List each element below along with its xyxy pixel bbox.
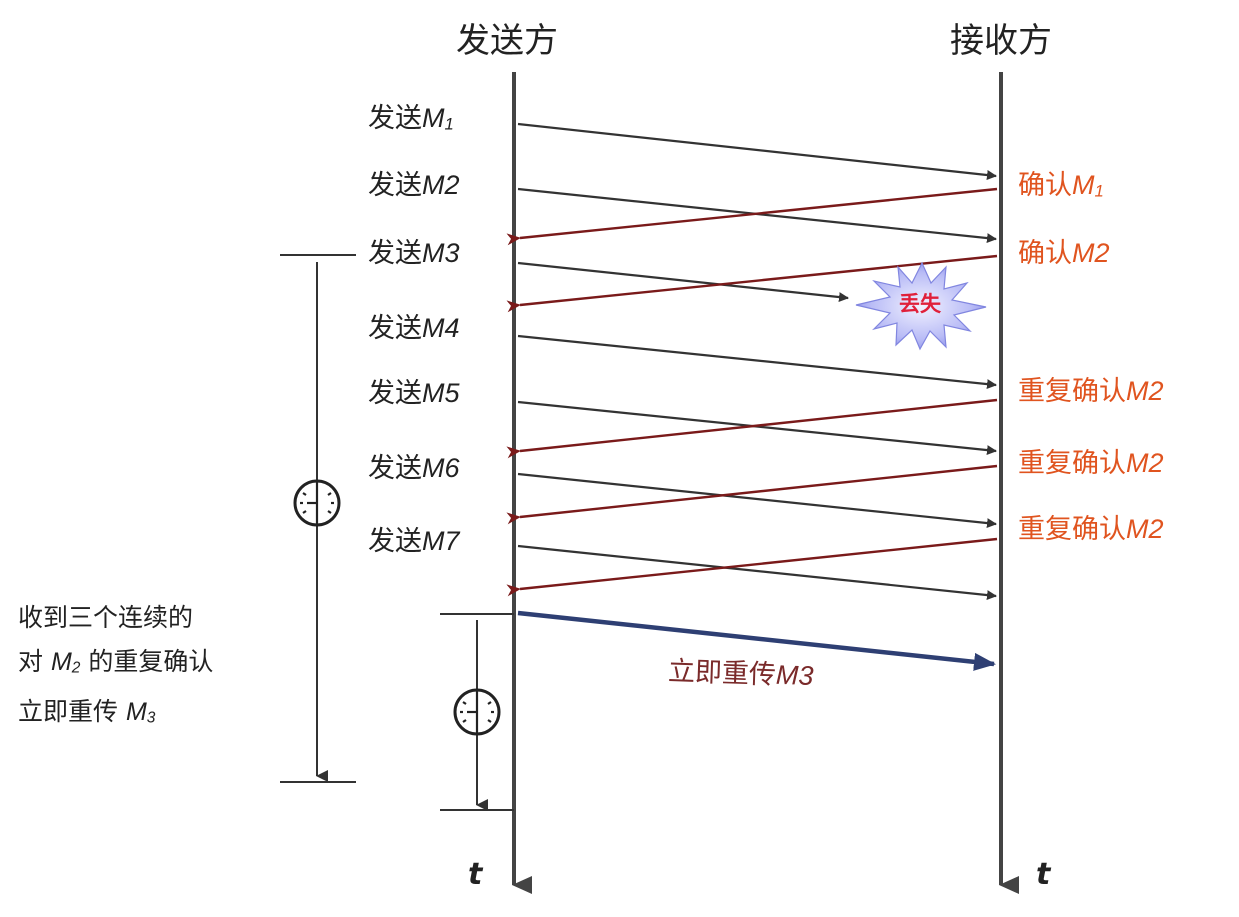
sender-header: 发送方 [456, 21, 558, 61]
arrow-send-m7 [517, 544, 997, 601]
timer-clock-icon-1 [293, 479, 341, 527]
arrow-ack-m1 [506, 187, 998, 246]
send-label-m7: 发送M7 [368, 526, 460, 557]
dup-ack-label-2: 重复确认M2 [1018, 448, 1164, 479]
send-label-m4: 发送M4 [368, 313, 460, 344]
send-label-m1: 发送M1 [368, 103, 454, 134]
fast-retransmit-note: 收到三个连续的 对 M2 的重复确认 立即重传 M3 [18, 596, 213, 741]
dup-ack-label-1: 重复确认M2 [1018, 376, 1164, 407]
arrow-send-m3 [517, 261, 849, 303]
send-label-m2: 发送M2 [368, 170, 460, 201]
sender-time-label: t [468, 857, 483, 892]
send-label-m3: 发送M3 [368, 238, 460, 269]
ack-label-m2: 确认M2 [1018, 238, 1110, 269]
arrow-retransmit-m3 [517, 610, 996, 671]
data-arrows [517, 122, 997, 601]
arrow-ack-m2 [506, 254, 998, 313]
ack-label-m1: 确认M1 [1018, 170, 1104, 201]
note-line-2: 对 M2 的重复确认 [18, 647, 214, 677]
arrow-dup-ack-1 [506, 398, 998, 459]
note-line-1: 收到三个连续的 [18, 603, 194, 632]
note-line-3: 立即重传 M3 [18, 697, 156, 727]
receiver-time-label: t [1036, 857, 1051, 892]
ack-arrows [506, 187, 998, 597]
retransmit-label: 立即重传M3 [667, 656, 814, 692]
timer-clock-icon-2 [453, 688, 501, 736]
send-label-m6: 发送M6 [368, 453, 460, 484]
arrow-dup-ack-2 [506, 464, 998, 525]
dup-ack-label-3: 重复确认M2 [1018, 514, 1164, 545]
lost-label: 丢失 [899, 292, 941, 316]
arrow-send-m1 [517, 122, 997, 180]
receiver-header: 接收方 [950, 21, 1052, 61]
send-label-m5: 发送M5 [368, 378, 460, 409]
arrow-dup-ack-3 [506, 537, 998, 597]
arrow-send-m6 [517, 472, 997, 529]
arrow-send-m4 [517, 334, 997, 390]
lost-burst-icon [855, 261, 987, 351]
